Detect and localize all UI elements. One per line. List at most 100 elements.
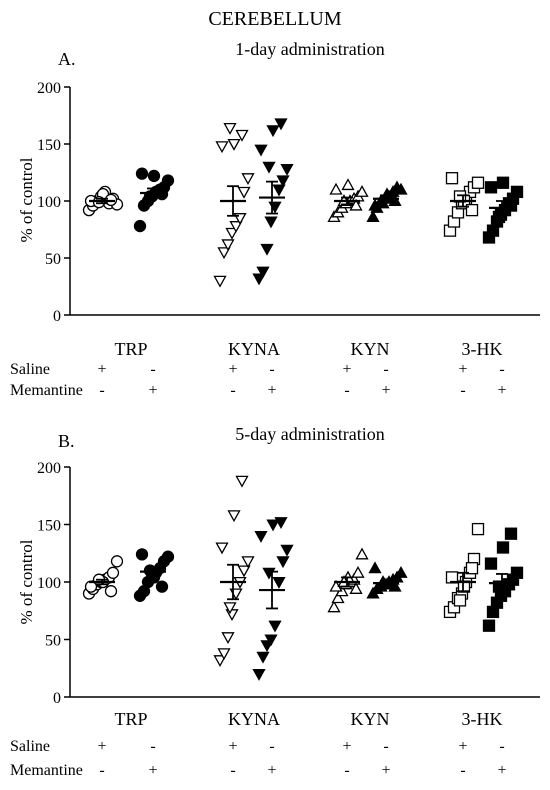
data-point-8 (329, 182, 343, 195)
data-point-10 (104, 585, 118, 598)
data-point-0 (327, 600, 341, 613)
treatment-sign: + (148, 382, 157, 399)
x-category-label: KYNA (228, 339, 280, 359)
treatment-sign: + (97, 361, 106, 378)
series-kyn-saline (327, 178, 369, 223)
treatment-sign: + (267, 762, 276, 779)
data-point-7 (280, 164, 294, 176)
y-axis-label: % of control (17, 157, 36, 242)
y-tick-label: 50 (45, 251, 61, 268)
y-tick-label: 100 (37, 575, 61, 592)
data-point-8 (445, 172, 459, 185)
series-trp-saline (82, 555, 124, 600)
series-3-hk-memantine (482, 527, 524, 632)
y-tick-label: 50 (45, 633, 61, 650)
series-trp-saline (82, 185, 124, 217)
treatment-sign: - (230, 382, 235, 399)
data-point-10 (274, 118, 288, 131)
data-point-1 (217, 247, 231, 260)
series-trp-memantine (133, 167, 175, 233)
data-point-10 (388, 579, 402, 592)
data-point-11 (223, 122, 237, 135)
data-point-9 (496, 176, 510, 189)
panel-title: 1-day administration (235, 39, 384, 59)
y-tick-label: 150 (37, 137, 61, 154)
treatment-sign: - (499, 738, 504, 755)
x-category-label: KYNA (228, 709, 280, 729)
series-3-hk-saline (443, 172, 485, 237)
treatment-sign: + (267, 382, 276, 399)
data-point-9 (227, 510, 241, 523)
data-point-7 (394, 565, 408, 578)
y-axis-label: % of control (17, 539, 36, 624)
data-point-6 (237, 565, 251, 578)
data-point-2 (221, 239, 235, 252)
data-point-10 (235, 129, 249, 142)
data-point-7 (161, 174, 175, 187)
treatment-sign: - (99, 762, 104, 779)
data-point-9 (227, 138, 241, 151)
treatment-row-label: Saline (10, 738, 50, 755)
data-point-10 (349, 582, 363, 594)
treatment-sign: + (228, 738, 237, 755)
treatment-row-label: Saline (10, 361, 50, 378)
treatment-sign: - (344, 762, 349, 779)
treatment-sign: + (148, 762, 157, 779)
data-point-6 (237, 186, 251, 199)
data-point-1 (256, 266, 270, 279)
data-point-7 (355, 185, 369, 197)
treatment-sign: + (342, 361, 351, 378)
data-point-10 (465, 562, 479, 575)
series-kyn-memantine (366, 180, 408, 223)
figure-title: CEREBELLUM (208, 8, 342, 30)
series-trp-memantine (133, 548, 175, 602)
series-3-hk-memantine (482, 176, 524, 244)
data-point-1 (331, 591, 345, 604)
data-point-8 (368, 561, 382, 574)
data-point-10 (155, 188, 169, 201)
data-point-7 (241, 556, 255, 569)
data-point-1 (256, 651, 270, 664)
data-point-7 (355, 547, 369, 560)
data-point-8 (254, 530, 268, 543)
data-point-7 (394, 182, 408, 195)
data-point-4 (268, 620, 282, 633)
treatment-sign: - (383, 361, 388, 378)
treatment-sign: - (269, 738, 274, 755)
treatment-sign: - (269, 361, 274, 378)
treatment-sign: + (497, 762, 506, 779)
treatment-sign: + (381, 382, 390, 399)
data-point-7 (241, 173, 255, 186)
data-point-7 (471, 522, 485, 536)
data-point-11 (223, 602, 237, 615)
data-point-7 (161, 550, 175, 563)
data-point-10 (235, 475, 249, 488)
data-point-10 (504, 527, 518, 540)
data-point-7 (280, 544, 294, 557)
data-point-8 (135, 167, 149, 180)
data-point-6 (351, 565, 365, 578)
treatment-sign: + (228, 361, 237, 378)
y-tick-label: 0 (53, 308, 61, 325)
data-point-9 (266, 519, 280, 532)
treatment-sign: + (458, 361, 467, 378)
treatment-row-label: Memantine (10, 762, 83, 779)
data-point-0 (133, 219, 147, 233)
data-point-10 (388, 194, 402, 207)
data-point-10 (274, 517, 288, 530)
panel-b: B. 5-day administration % of control 0 50 100… (10, 424, 540, 779)
treatment-sign: - (150, 738, 155, 755)
data-point-5 (272, 576, 286, 589)
x-category-label: 3-HK (462, 709, 503, 729)
data-point-6 (276, 175, 290, 188)
panel-title: 5-day administration (235, 424, 384, 444)
data-point-8 (254, 144, 268, 157)
data-point-0 (213, 655, 227, 668)
data-point-10 (504, 199, 518, 212)
data-point-10 (104, 193, 118, 207)
data-point-11 (492, 210, 506, 224)
y-tick-label: 200 (37, 80, 61, 97)
y-tick-label: 100 (37, 194, 61, 211)
data-point-8 (215, 542, 229, 555)
